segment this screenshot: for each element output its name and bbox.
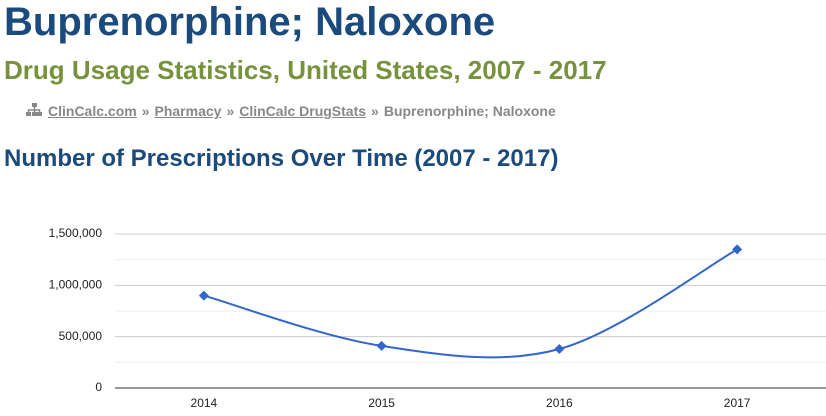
breadcrumb-link[interactable]: ClinCalc DrugStats (239, 103, 367, 119)
breadcrumb-link[interactable]: Pharmacy (154, 103, 222, 119)
y-tick-label: 1,500,000 (49, 226, 103, 240)
sitemap-icon (26, 103, 42, 116)
breadcrumb-separator: » (141, 103, 150, 119)
x-tick-label: 2016 (546, 396, 573, 410)
x-tick-label: 2017 (724, 396, 751, 410)
chart: 0 500,000 1,000,000 1,500,000 2014 2015 2016 20… (49, 226, 826, 410)
breadcrumb: ClinCalc.com» Pharmacy» ClinCalc DrugStats… (26, 103, 556, 119)
breadcrumb-link[interactable]: ClinCalc.com (48, 103, 137, 119)
x-tick-label: 2014 (191, 396, 218, 410)
page-title: Buprenorphine; Naloxone (4, 0, 496, 44)
point-marker (732, 244, 743, 255)
point-marker (376, 340, 387, 351)
breadcrumb-current: Buprenorphine; Naloxone (383, 103, 556, 119)
y-tick-label: 0 (95, 380, 102, 394)
page-subtitle: Drug Usage Statistics, United States, 20… (4, 55, 607, 85)
point-marker (554, 343, 565, 354)
breadcrumb-separator: » (371, 103, 379, 119)
line (203, 248, 738, 359)
y-tick-label: 500,000 (59, 329, 103, 343)
y-tick-label: 1,000,000 (49, 278, 103, 292)
section-title: Number of Prescriptions Over Time (2007 … (4, 145, 559, 172)
breadcrumb-separator: » (226, 103, 235, 119)
point-marker (198, 290, 209, 301)
x-tick-label: 2015 (368, 396, 395, 410)
